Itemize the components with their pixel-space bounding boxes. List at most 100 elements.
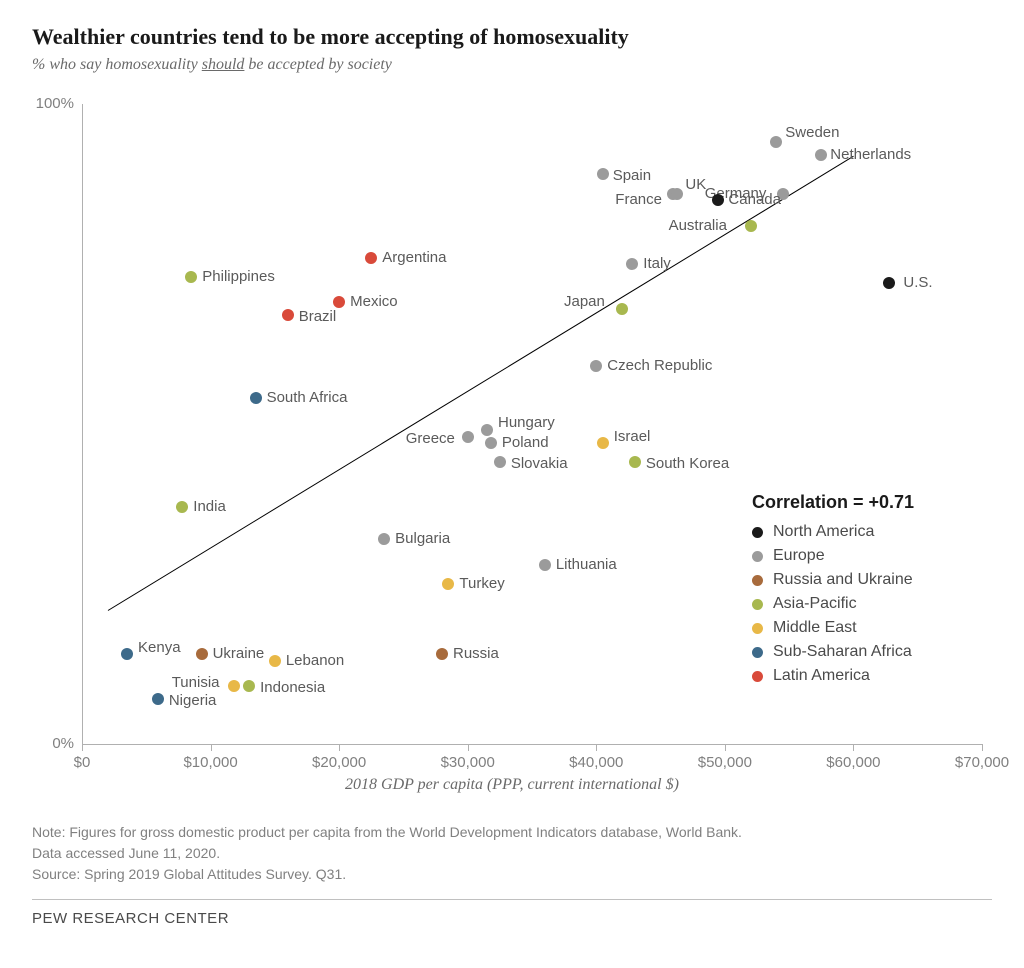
data-point-label: Brazil	[299, 308, 337, 325]
legend-item: Asia-Pacific	[752, 595, 914, 613]
data-point-label: U.S.	[903, 274, 932, 291]
x-tick-label: $60,000	[826, 754, 880, 771]
data-point	[243, 680, 255, 692]
data-point-label: Czech Republic	[607, 357, 712, 374]
data-point-label: Japan	[564, 293, 605, 310]
x-tick	[82, 744, 83, 751]
legend-dot	[752, 527, 763, 538]
legend-item: Middle East	[752, 619, 914, 637]
data-point	[176, 501, 188, 513]
x-tick	[211, 744, 212, 751]
chart-title: Wealthier countries tend to be more acce…	[32, 24, 992, 50]
data-point	[883, 277, 895, 289]
data-point	[629, 456, 641, 468]
data-point-label: Argentina	[382, 249, 446, 266]
legend-label: Middle East	[773, 619, 857, 637]
data-point-label: Greece	[406, 430, 455, 447]
data-point-label: Nigeria	[169, 692, 217, 709]
data-point	[481, 424, 493, 436]
x-axis-title: 2018 GDP per capita (PPP, current intern…	[32, 776, 992, 794]
subtitle-pre: % who say homosexuality	[32, 56, 202, 73]
data-point-label: Australia	[669, 217, 727, 234]
x-tick-label: $40,000	[569, 754, 623, 771]
data-point	[436, 648, 448, 660]
legend-label: Europe	[773, 547, 825, 565]
x-tick-label: $50,000	[698, 754, 752, 771]
y-axis-line	[82, 104, 83, 744]
data-point	[712, 194, 724, 206]
data-point-label: France	[615, 191, 662, 208]
x-tick-label: $70,000	[955, 754, 1009, 771]
legend-item: Latin America	[752, 667, 914, 685]
data-point-label: Tunisia	[172, 674, 220, 691]
data-point-label: Philippines	[202, 268, 275, 285]
note-line-2: Data accessed June 11, 2020.	[32, 843, 992, 864]
data-point	[590, 360, 602, 372]
x-tick	[468, 744, 469, 751]
x-tick-label: $20,000	[312, 754, 366, 771]
data-point-label: Hungary	[498, 414, 555, 431]
x-tick-label: $10,000	[183, 754, 237, 771]
data-point	[152, 693, 164, 705]
data-point	[185, 271, 197, 283]
x-tick	[982, 744, 983, 751]
data-point	[616, 303, 628, 315]
legend-label: Russia and Ukraine	[773, 571, 913, 589]
legend-dot	[752, 599, 763, 610]
divider	[32, 899, 992, 900]
legend-dot	[752, 623, 763, 634]
footer-attribution: PEW RESEARCH CENTER	[32, 910, 992, 927]
data-point-label: UK	[685, 176, 706, 193]
legend-label: Asia-Pacific	[773, 595, 857, 613]
chart-subtitle: % who say homosexuality should be accept…	[32, 56, 992, 74]
y-tick-label: 0%	[32, 735, 74, 752]
data-point	[365, 252, 377, 264]
legend-item: Russia and Ukraine	[752, 571, 914, 589]
x-axis-line	[82, 744, 982, 745]
data-point	[282, 309, 294, 321]
legend-dot	[752, 575, 763, 586]
data-point-label: Bulgaria	[395, 530, 450, 547]
data-point	[250, 392, 262, 404]
note-line-1: Note: Figures for gross domestic product…	[32, 822, 992, 843]
data-point	[121, 648, 133, 660]
data-point	[671, 188, 683, 200]
data-point-label: South Korea	[646, 455, 729, 472]
x-tick	[725, 744, 726, 751]
data-point	[539, 559, 551, 571]
data-point-label: Turkey	[459, 575, 504, 592]
y-tick-label: 100%	[32, 95, 74, 112]
subtitle-post: be accepted by society	[244, 56, 391, 73]
legend-label: Latin America	[773, 667, 870, 685]
data-point	[462, 431, 474, 443]
data-point	[485, 437, 497, 449]
data-point-label: Russia	[453, 645, 499, 662]
data-point	[378, 533, 390, 545]
legend-title: Correlation = +0.71	[752, 492, 914, 513]
data-point	[494, 456, 506, 468]
x-tick	[596, 744, 597, 751]
legend-dot	[752, 647, 763, 658]
legend: Correlation = +0.71 North America Europe Ru…	[752, 492, 914, 691]
data-point-label: Italy	[643, 255, 671, 272]
data-point	[815, 149, 827, 161]
data-point-label: South Africa	[267, 389, 348, 406]
x-tick	[339, 744, 340, 751]
data-point	[597, 437, 609, 449]
legend-dot	[752, 551, 763, 562]
data-point	[745, 220, 757, 232]
legend-item: North America	[752, 523, 914, 541]
data-point	[269, 655, 281, 667]
data-point-label: Canada	[728, 191, 781, 208]
data-point	[442, 578, 454, 590]
data-point-label: India	[193, 498, 226, 515]
data-point-label: Kenya	[138, 639, 181, 656]
data-point-label: Israel	[614, 428, 651, 445]
data-point-label: Poland	[502, 434, 549, 451]
scatter-chart: 0%100%$0$10,000$20,000$30,000$40,000$50,…	[32, 94, 992, 794]
data-point-label: Ukraine	[213, 645, 265, 662]
data-point-label: Slovakia	[511, 455, 568, 472]
data-point-label: Lebanon	[286, 652, 344, 669]
trend-line	[107, 155, 853, 610]
data-point	[770, 136, 782, 148]
